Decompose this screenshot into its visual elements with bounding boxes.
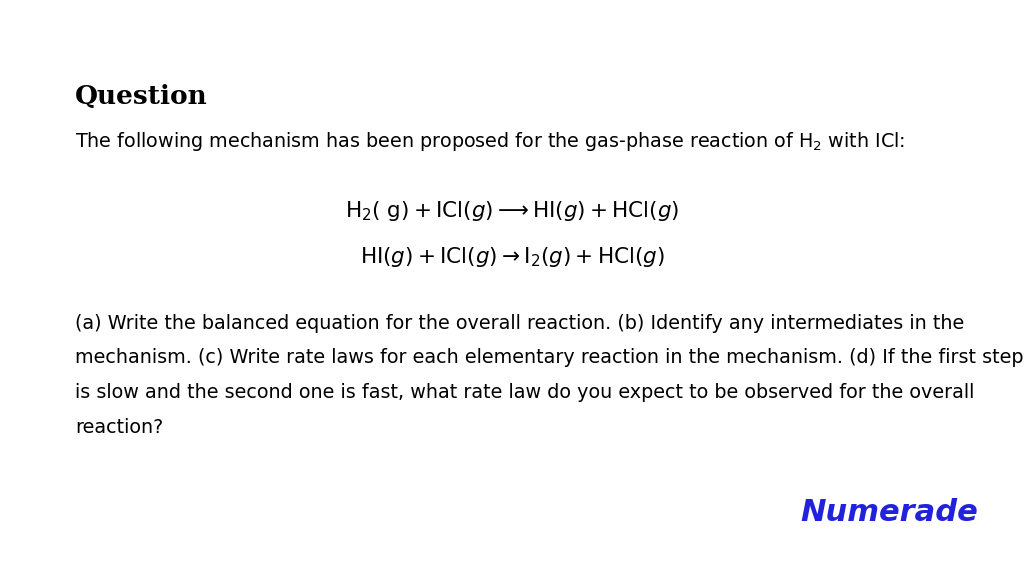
Text: The following mechanism has been proposed for the gas-phase reaction of $\mathrm: The following mechanism has been propose… bbox=[75, 130, 905, 153]
Text: $\mathrm{H}_2\mathrm{(\ g) + ICl}(g) \longrightarrow \mathrm{HI}(g) + \mathrm{HC: $\mathrm{H}_2\mathrm{(\ g) + ICl}(g) \lo… bbox=[345, 199, 679, 223]
Text: Numerade: Numerade bbox=[800, 498, 978, 527]
Text: mechanism. (c) Write rate laws for each elementary reaction in the mechanism. (d: mechanism. (c) Write rate laws for each … bbox=[75, 348, 1023, 367]
Text: $\mathrm{HI}(g) + \mathrm{ICl}(g) \rightarrow \mathrm{I}_2(g) + \mathrm{HCl}(g)$: $\mathrm{HI}(g) + \mathrm{ICl}(g) \right… bbox=[359, 245, 665, 269]
Text: Question: Question bbox=[75, 84, 208, 108]
Text: reaction?: reaction? bbox=[75, 418, 163, 437]
Text: is slow and the second one is fast, what rate law do you expect to be observed f: is slow and the second one is fast, what… bbox=[75, 383, 974, 402]
Text: (a) Write the balanced equation for the overall reaction. (b) Identify any inter: (a) Write the balanced equation for the … bbox=[75, 314, 964, 333]
